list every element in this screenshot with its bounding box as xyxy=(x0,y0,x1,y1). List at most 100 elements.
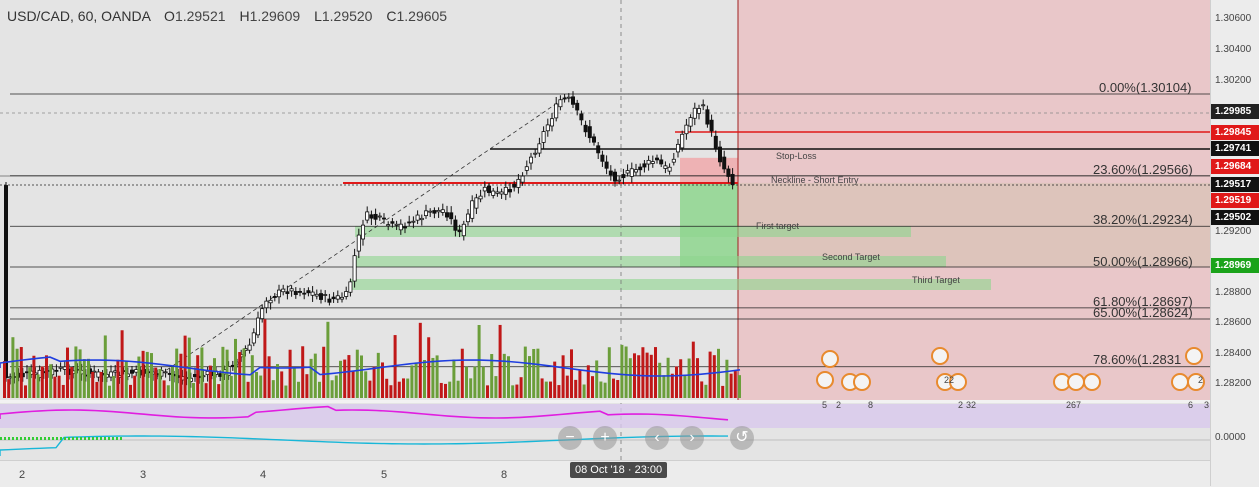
volume-bar xyxy=(322,346,326,398)
first-target-label: First target xyxy=(756,221,800,231)
oscillator-histogram xyxy=(56,437,58,440)
volume-bar xyxy=(238,352,242,398)
volume-bar xyxy=(616,380,620,398)
candle-body xyxy=(415,214,420,221)
volume-bar xyxy=(469,378,473,398)
oscillator-histogram xyxy=(112,437,114,440)
candle-body xyxy=(457,229,462,233)
volume-bar xyxy=(721,385,725,398)
zoom-in-button[interactable]: + xyxy=(593,426,617,450)
volume-bar xyxy=(213,358,216,398)
fib-level-236: 23.60%(1.29566) xyxy=(1093,162,1193,177)
volume-bar xyxy=(103,335,107,398)
oscillator-histogram xyxy=(28,437,30,440)
volume-bar xyxy=(45,355,48,398)
candle-body xyxy=(659,159,664,165)
candle-body xyxy=(314,293,319,297)
volume-bar xyxy=(192,383,195,398)
candle-body xyxy=(503,186,508,195)
candle-body xyxy=(613,171,618,182)
volume-bar xyxy=(229,375,233,398)
oscillator-histogram xyxy=(92,437,94,440)
reset-chart-button[interactable]: ↺ xyxy=(730,426,754,450)
volume-bar xyxy=(162,380,166,398)
candle-body xyxy=(629,168,634,177)
volume-bar xyxy=(683,375,687,398)
candle-body xyxy=(495,191,500,194)
volume-bar xyxy=(318,381,321,398)
volume-bar xyxy=(423,360,426,398)
candle-body xyxy=(377,215,382,218)
candle-body xyxy=(537,143,542,154)
candle-body xyxy=(667,166,672,172)
candle-body xyxy=(722,156,727,170)
volume-bar xyxy=(675,366,678,398)
volume-bar xyxy=(486,385,489,398)
oscillator-histogram xyxy=(120,437,122,440)
candle-body xyxy=(24,371,29,374)
volume-bar xyxy=(301,346,305,398)
zoom-out-button[interactable]: − xyxy=(558,426,582,450)
price-tick: 1.29200 xyxy=(1215,226,1252,237)
price-badge: 1.29741 xyxy=(1211,141,1259,156)
volume-bar xyxy=(393,335,397,398)
candle-body xyxy=(281,288,286,293)
volume-bar xyxy=(725,359,729,398)
candle-body xyxy=(680,133,685,149)
candle-body xyxy=(423,210,428,217)
volume-bar xyxy=(112,376,116,398)
volume-bar xyxy=(372,366,376,398)
volume-bar xyxy=(347,355,351,398)
volume-bar xyxy=(473,366,477,398)
fib-level-0: 0.00%(1.30104) xyxy=(1099,80,1192,95)
volume-bar xyxy=(24,385,27,398)
volume-bar xyxy=(691,341,695,398)
volume-bar xyxy=(376,352,380,398)
volume-bar xyxy=(696,358,699,398)
volume-bar xyxy=(145,351,149,398)
price-tick: 1.30400 xyxy=(1215,44,1252,55)
high-label: H xyxy=(239,8,250,24)
volume-bar xyxy=(557,385,561,398)
candle-body xyxy=(260,308,265,320)
short-position-zone xyxy=(738,0,1210,400)
economic-event-flag xyxy=(949,373,967,391)
volume-bar xyxy=(565,375,569,398)
event-count: 6 xyxy=(1188,400,1194,410)
economic-event-flag xyxy=(1067,373,1085,391)
candle-body xyxy=(596,145,601,154)
candle-body xyxy=(617,179,622,182)
candle-body xyxy=(352,255,357,282)
chart-canvas[interactable] xyxy=(0,0,1210,460)
oscillator-histogram xyxy=(84,437,86,440)
volume-bar xyxy=(624,346,628,398)
volume-bar xyxy=(515,384,519,398)
oscillator-histogram xyxy=(108,437,110,440)
volume-bar xyxy=(154,367,158,398)
candle-body xyxy=(302,292,307,295)
volume-bar xyxy=(628,358,632,398)
economic-event-flag xyxy=(1083,373,1101,391)
volume-bar xyxy=(494,376,498,398)
rsi-line xyxy=(0,405,729,421)
chart-area[interactable]: USD/CAD, 60, OANDA O1.29521 H1.29609 L1.… xyxy=(0,0,1210,460)
volume-bar xyxy=(36,374,40,398)
price-axis[interactable]: 1.30600 1.30400 1.30200 1.29200 1.28800 … xyxy=(1210,0,1259,486)
candle-body xyxy=(331,296,336,300)
candle-body xyxy=(550,118,555,127)
second-target-box xyxy=(355,256,946,267)
candle-body xyxy=(318,293,323,300)
economic-event-flag xyxy=(931,347,949,365)
volume-bar xyxy=(511,385,515,398)
scroll-right-button[interactable]: › xyxy=(680,426,704,450)
scroll-left-button[interactable]: ‹ xyxy=(645,426,669,450)
volume-bar xyxy=(271,380,275,398)
volume-bar xyxy=(536,348,540,398)
candle-body xyxy=(398,223,403,231)
symbol-title: USD/CAD, 60, OANDA xyxy=(7,8,151,24)
oscillator-histogram xyxy=(68,437,70,440)
candle-body xyxy=(512,183,517,188)
candle-body xyxy=(344,291,349,297)
candle-body xyxy=(348,281,353,293)
candle-body xyxy=(310,291,315,296)
